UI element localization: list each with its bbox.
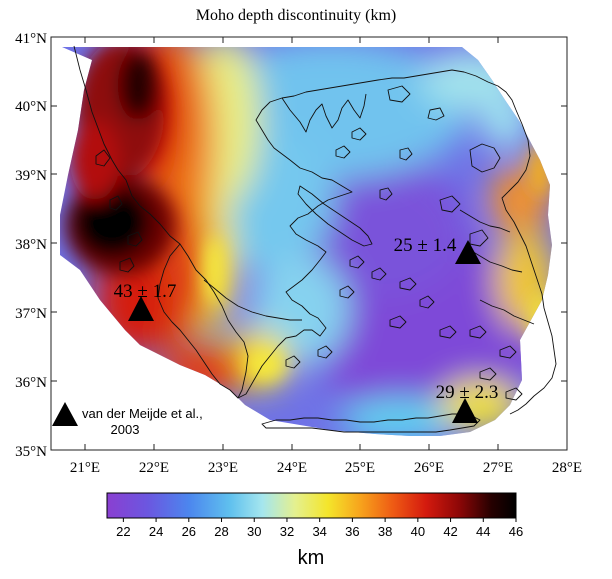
reference-legend: van der Meijde et al., 2003 xyxy=(52,402,203,437)
lon-label-26: 26°E xyxy=(414,460,444,476)
lesvos-coastline xyxy=(469,143,501,173)
lon-label-27: 27°E xyxy=(483,460,513,476)
colorbar-bar xyxy=(106,492,517,519)
lat-label-35: 35°N xyxy=(15,444,47,460)
station-marker-2 xyxy=(455,240,481,264)
lon-label-25: 25°E xyxy=(345,460,375,476)
lon-label-24: 24°E xyxy=(277,460,307,476)
map-title: Moho depth discontinuity (km) xyxy=(196,7,396,24)
lat-ticks xyxy=(51,36,567,451)
colorbar-tick-label-30: 30 xyxy=(247,524,261,539)
coastlines xyxy=(73,45,557,433)
lat-label-38: 38°N xyxy=(15,237,47,253)
colorbar-ticks: 22 24 26 28 30 32 34 36 38 40 42 44 46 xyxy=(116,518,523,539)
station-marker-3 xyxy=(452,398,478,423)
lon-label-21: 21°E xyxy=(70,460,100,476)
stations: 43 ± 1.7 25 ± 1.4 29 ± 2.3 xyxy=(114,235,499,423)
station-marker-1 xyxy=(128,296,154,321)
colorbar-tick-label-34: 34 xyxy=(312,524,326,539)
lon-label-22: 22°E xyxy=(139,460,169,476)
colorbar-tick-label-28: 28 xyxy=(214,524,228,539)
colorbar-tick-label-36: 36 xyxy=(345,524,359,539)
legend-line-1: van der Meijde et al., xyxy=(82,406,203,421)
colorbar-tick-label-46: 46 xyxy=(509,524,523,539)
peloponnese-coastline xyxy=(157,243,239,399)
ionian-islands-coastline xyxy=(95,149,111,167)
colorbar-tick-label-24: 24 xyxy=(149,524,163,539)
station-label-3: 29 ± 2.3 xyxy=(436,382,499,403)
lon-ticks xyxy=(84,37,568,450)
colorbar-tick-label-42: 42 xyxy=(443,524,457,539)
lat-label-39: 39°N xyxy=(15,168,47,184)
lat-label-37: 37°N xyxy=(15,306,47,322)
lat-label-36: 36°N xyxy=(15,375,47,391)
lat-label-40: 40°N xyxy=(15,99,47,115)
station-label-2: 25 ± 1.4 xyxy=(394,235,457,256)
mainland-coastline xyxy=(73,45,517,399)
lon-label-23: 23°E xyxy=(208,460,238,476)
colorbar-tick-label-40: 40 xyxy=(411,524,425,539)
colorbar-tick-label-38: 38 xyxy=(378,524,392,539)
colorbar-unit: km xyxy=(298,547,325,569)
colorbar-tick-label-32: 32 xyxy=(280,524,294,539)
euboea-coastline xyxy=(297,185,373,247)
lat-label-41: 41°N xyxy=(15,31,47,47)
colorbar-tick-label-44: 44 xyxy=(476,524,490,539)
crete-coastline xyxy=(261,413,481,433)
anatolia-coastline xyxy=(501,109,557,415)
colorbar-tick-label-26: 26 xyxy=(182,524,196,539)
colorbar: 22 24 26 28 30 32 34 36 38 40 42 44 46 km xyxy=(106,492,523,569)
axes: 41°N 40°N 39°N 38°N 37°N 36°N 35°N 21°E … xyxy=(15,31,582,476)
chalkidiki-coastline xyxy=(281,93,367,133)
station-label-1: 43 ± 1.7 xyxy=(114,281,177,302)
lon-label-28: 28°E xyxy=(552,460,582,476)
legend-line-2: 2003 xyxy=(111,422,140,437)
legend-triangle-icon xyxy=(52,402,78,426)
colorbar-tick-label-22: 22 xyxy=(116,524,130,539)
